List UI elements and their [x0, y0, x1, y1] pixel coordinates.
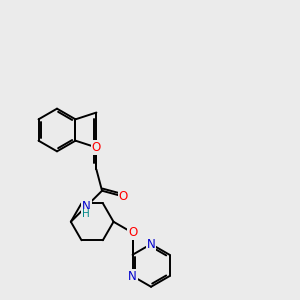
- Text: O: O: [128, 226, 137, 239]
- Text: H: H: [82, 209, 90, 219]
- Text: N: N: [128, 270, 137, 283]
- Text: O: O: [119, 190, 128, 203]
- Text: N: N: [82, 200, 91, 213]
- Text: N: N: [147, 238, 155, 250]
- Text: O: O: [92, 141, 101, 154]
